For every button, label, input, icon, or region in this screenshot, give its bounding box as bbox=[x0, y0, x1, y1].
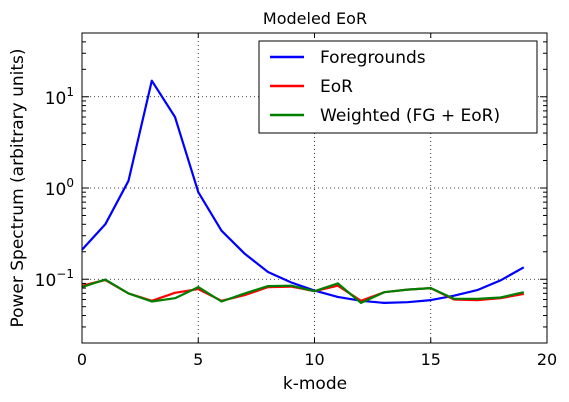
y-tick-label: 10−1 bbox=[35, 267, 74, 291]
legend-label-weighted-fg-eor: Weighted (FG + EoR) bbox=[320, 106, 500, 126]
x-tick-label: 10 bbox=[304, 350, 324, 369]
chart-title: Modeled EoR bbox=[263, 9, 367, 28]
series-lines bbox=[81, 79, 525, 304]
x-tick-label: 20 bbox=[537, 350, 557, 369]
x-tick-label: 5 bbox=[193, 350, 203, 369]
series-line-weighted-fg-eor bbox=[81, 278, 525, 304]
y-axis-label: Power Spectrum (arbitrary units) bbox=[8, 48, 28, 327]
legend: Foregrounds EoR Weighted (FG + EoR) bbox=[258, 40, 538, 134]
y-tick-label: 100 bbox=[45, 176, 74, 200]
x-axis-label: k-mode bbox=[283, 374, 347, 394]
legend-frame bbox=[258, 40, 538, 134]
x-tick-label: 15 bbox=[421, 350, 441, 369]
legend-label-foregrounds: Foregrounds bbox=[320, 48, 426, 68]
legend-label-eor: EoR bbox=[320, 77, 353, 97]
x-tick-label: 0 bbox=[77, 350, 87, 369]
axis-ticks: 0 5 10 15 20 10−1 100 101 bbox=[35, 33, 557, 369]
y-tick-label: 101 bbox=[45, 85, 74, 109]
